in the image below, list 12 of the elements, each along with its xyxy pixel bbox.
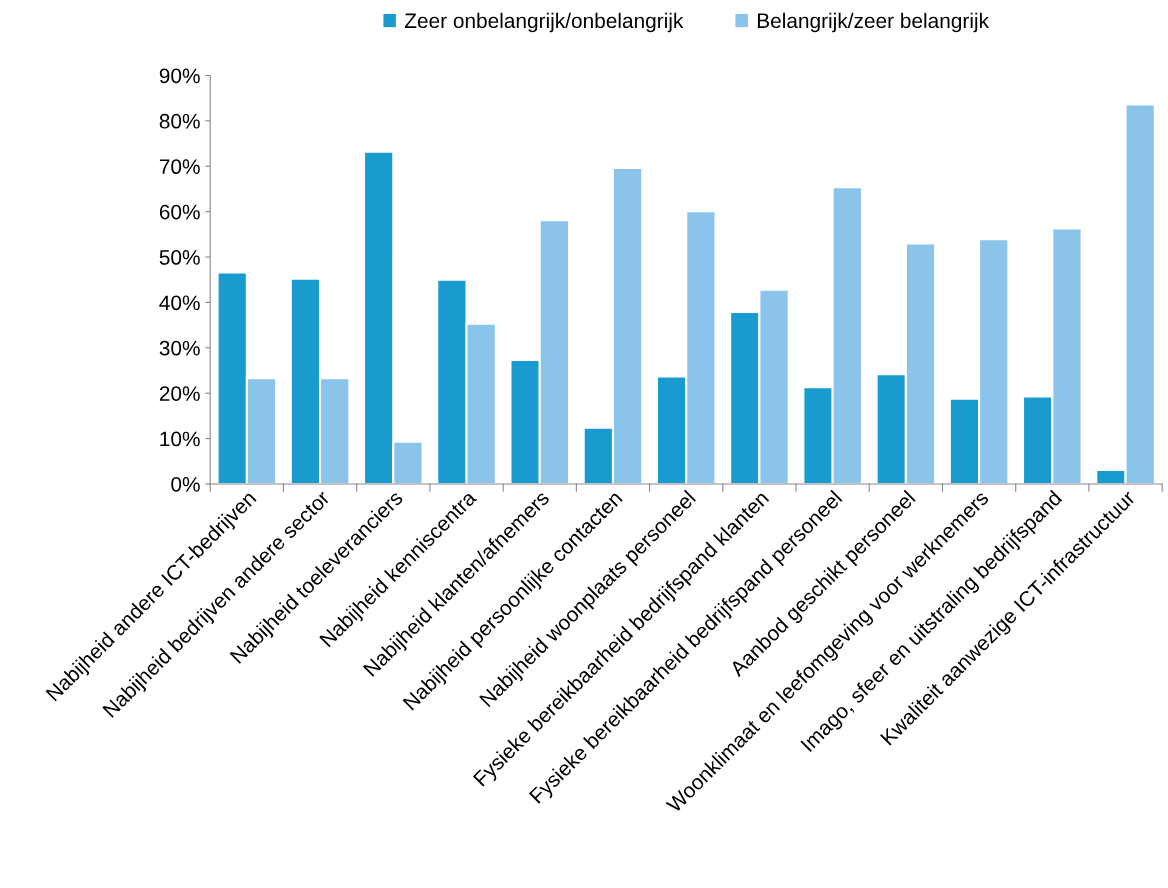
y-tick-label: 20% [159,386,200,401]
y-tick-label: 40% [159,295,200,311]
y-tick-label: 90% [159,68,200,84]
y-tick-label: 70% [159,159,200,175]
legend-label: Zeer onbelangrijk/onbelangrijk [404,12,684,33]
legend-label: Belangrijk/zeer belangrijk [757,12,990,33]
y-tick-label: 10% [160,431,200,447]
y-tick-label: 30% [159,340,200,356]
y-tick-label: 80% [159,113,200,129]
y-tick-label: 50% [159,250,200,265]
y-tick-label: 0% [171,476,200,492]
y-tick-label: 60% [159,204,200,220]
